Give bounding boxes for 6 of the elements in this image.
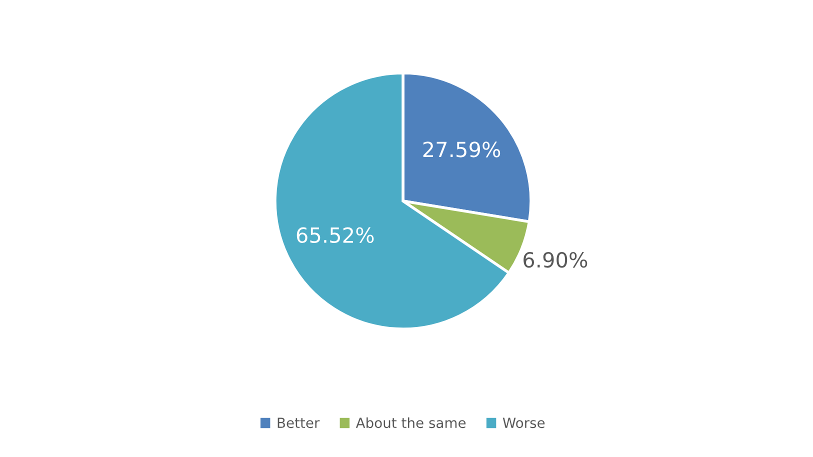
data-label: 65.52% — [296, 227, 374, 244]
legend-label: About the same — [356, 417, 466, 428]
legend-label: Worse — [502, 418, 545, 428]
data-label: 27.59% — [423, 142, 500, 158]
legend-label: Better — [278, 418, 320, 428]
data-label: 6.90% — [524, 252, 588, 268]
